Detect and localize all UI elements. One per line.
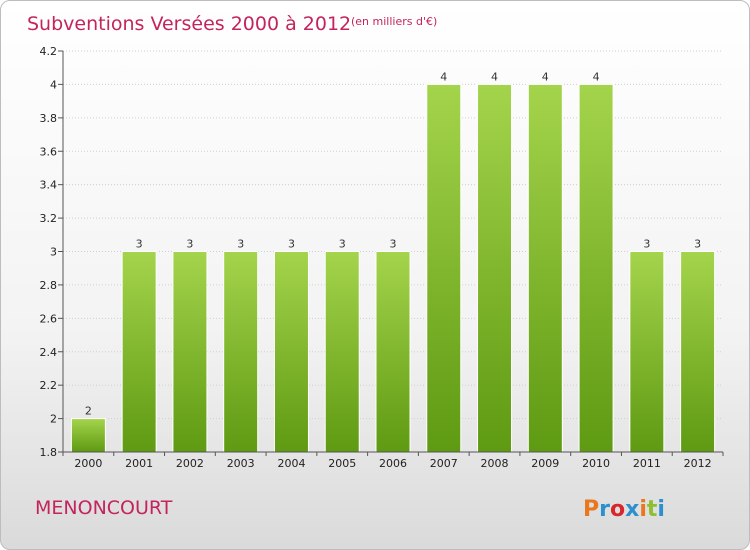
x-tick-label-2010: 2010 [582, 457, 610, 470]
bar-2008 [477, 83, 513, 453]
value-label-2004: 3 [288, 238, 295, 251]
y-tick-label: 2 [50, 413, 57, 426]
bar-2000 [70, 418, 106, 453]
bar-2012 [680, 251, 716, 453]
value-label-2009: 4 [542, 70, 549, 83]
y-tick-label: 3.6 [40, 145, 58, 158]
bar-2004 [273, 251, 309, 453]
x-tick-label-2001: 2001 [125, 457, 153, 470]
value-label-2002: 3 [186, 238, 193, 251]
x-tick-label-2009: 2009 [531, 457, 559, 470]
x-tick-label-2006: 2006 [379, 457, 407, 470]
y-tick-label: 3.4 [40, 179, 58, 192]
y-tick-label: 2.2 [40, 379, 58, 392]
x-tick-label-2003: 2003 [227, 457, 255, 470]
value-label-2012: 3 [694, 238, 701, 251]
bar-2007 [426, 83, 462, 453]
bar-2001 [121, 251, 157, 453]
value-label-2008: 4 [491, 70, 498, 83]
logo-letter: i [639, 497, 647, 522]
x-tick-label-2005: 2005 [328, 457, 356, 470]
proxiti-logo: Proxiti [583, 497, 665, 522]
y-tick-label: 3 [50, 246, 57, 259]
value-label-2007: 4 [440, 70, 447, 83]
y-tick-label: 4 [50, 78, 57, 91]
bar-2011 [629, 251, 665, 453]
y-tick-label: 1.8 [40, 446, 58, 459]
x-axis-ticks: 2000 2001 2002 2003 2004 2005 2006 2007 2008 2009… [62, 452, 724, 470]
x-tick-label-2000: 2000 [74, 457, 102, 470]
logo-letter: i [657, 497, 665, 522]
y-tick-label: 2.8 [40, 279, 58, 292]
x-tick-label-2002: 2002 [176, 457, 204, 470]
value-label-2000: 2 [85, 405, 92, 418]
commune-name: MENONCOURT [35, 497, 173, 519]
bar-2009 [527, 83, 563, 453]
value-label-2006: 3 [390, 238, 397, 251]
y-tick-label: 3.8 [40, 112, 58, 125]
value-label-2005: 3 [339, 238, 346, 251]
y-tick-label: 4.2 [40, 45, 58, 58]
bar-2010 [578, 83, 614, 453]
axes [62, 51, 723, 453]
x-tick-label-2004: 2004 [277, 457, 305, 470]
y-tick-label: 2.4 [40, 346, 58, 359]
x-tick-label-2011: 2011 [633, 457, 661, 470]
value-labels: 2 3 3 3 3 3 3 4 4 4 4 3 3 [85, 70, 701, 417]
logo-letter: o [610, 497, 625, 522]
chart-title: Subventions Versées 2000 à 2012 [27, 13, 351, 35]
x-tick-label-2007: 2007 [430, 457, 458, 470]
y-axis-ticks: 1.8 2 2.2 2.4 2.6 2.8 3 3.2 3.4 3.6 3.8 4 4.2 [40, 45, 63, 459]
bar-2003 [223, 251, 259, 453]
value-label-2003: 3 [237, 238, 244, 251]
bar-2002 [172, 251, 208, 453]
value-label-2001: 3 [136, 238, 143, 251]
value-label-2010: 4 [593, 70, 600, 83]
x-tick-label-2008: 2008 [481, 457, 509, 470]
bar-2005 [324, 251, 360, 453]
x-tick-label-2012: 2012 [684, 457, 712, 470]
y-tick-label: 2.6 [40, 312, 58, 325]
y-tick-label: 3.2 [40, 212, 58, 225]
bars [70, 83, 716, 453]
bar-2006 [375, 251, 411, 453]
logo-letter: P [583, 497, 599, 522]
logo-letter: t [647, 497, 658, 522]
logo-letter: r [599, 497, 610, 522]
value-label-2011: 3 [643, 238, 650, 251]
logo-letter: x [625, 497, 639, 522]
chart-unit: (en milliers d'€) [351, 15, 437, 28]
